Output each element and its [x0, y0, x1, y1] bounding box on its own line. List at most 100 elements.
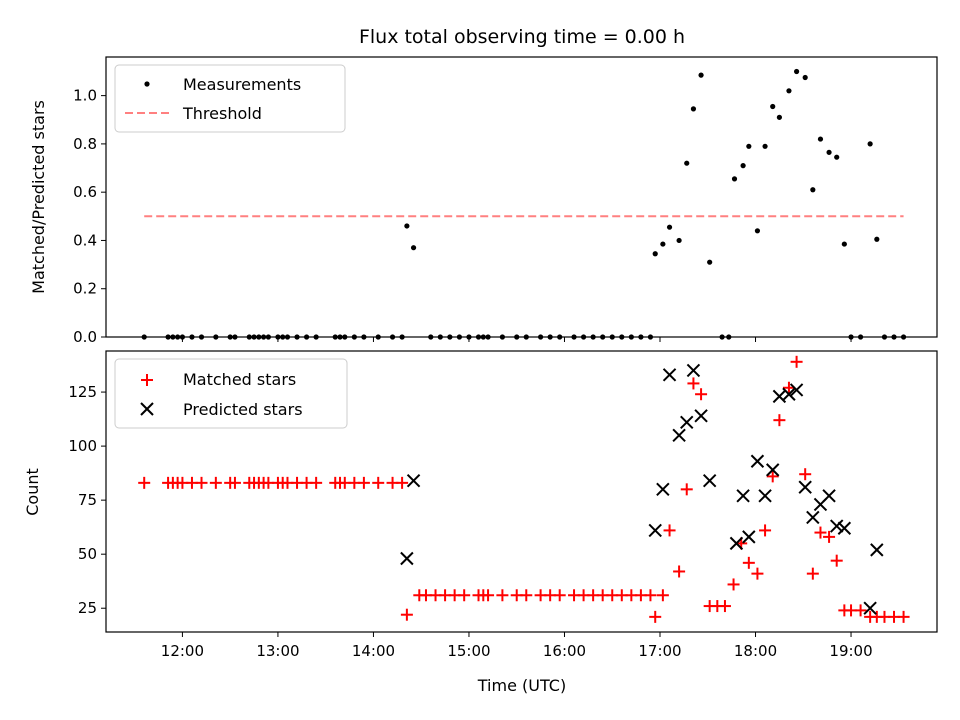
predicted-star-point: [758, 489, 772, 503]
predicted-star-point: [798, 480, 812, 494]
predicted-star-point: [789, 383, 804, 397]
matched-star-point: [209, 476, 222, 489]
top-y-tick-label: 0.8: [73, 135, 97, 153]
top-y-axis-label: Matched/Predicted stars: [29, 100, 48, 294]
predicted-stars-series: [400, 363, 884, 615]
matched-star-point: [687, 377, 700, 390]
top-panel: 0.0 0.2 0.4 0.6 0.8 1.0 Matched/Predicted sta…: [29, 56, 938, 346]
predicted-star-point: [837, 521, 852, 535]
bottom-x-ticks: 12:00 13:00 14:00 15:00 16:00 17:00 18:00 19:00: [161, 632, 873, 660]
matched-star-point: [400, 608, 413, 621]
bottom-y-axis-label: Count: [23, 468, 42, 516]
matched-star-point: [799, 468, 812, 481]
measurement-point: [841, 241, 847, 247]
measurement-point: [810, 187, 816, 193]
predicted-star-point: [656, 482, 670, 497]
bottom-y-ticks: 25 50 75 100 125: [68, 383, 106, 617]
matched-star-point: [228, 476, 241, 489]
predicted-star-point: [736, 489, 750, 503]
predicted-star-point: [766, 463, 780, 477]
measurement-point: [826, 149, 832, 155]
measurement-point: [676, 237, 682, 244]
measurement-point: [410, 245, 417, 251]
x-axis-label: Time (UTC): [477, 676, 566, 695]
matched-star-point: [766, 470, 779, 483]
x-tick-label: 16:00: [543, 642, 586, 660]
measurement-point: [740, 163, 746, 169]
matched-star-point: [814, 526, 827, 539]
legend-marker-predicted: [140, 402, 154, 416]
legend-label-threshold: Threshold: [182, 104, 262, 123]
x-tick-label: 14:00: [352, 642, 395, 660]
top-y-tick-label: 0.0: [73, 328, 97, 346]
predicted-star-point: [702, 473, 717, 488]
predicted-star-point: [829, 519, 844, 533]
predicted-star-point: [863, 601, 877, 615]
matched-star-point: [496, 589, 509, 602]
measurement-point: [746, 143, 752, 149]
predicted-star-point: [782, 387, 796, 401]
measurement-point: [404, 223, 410, 229]
measurement-point: [698, 72, 704, 78]
measurement-point: [770, 103, 776, 110]
matched-star-point: [759, 524, 772, 537]
predicted-star-point: [729, 536, 744, 551]
matched-star-point: [742, 556, 755, 569]
bottom-y-tick-label: 50: [78, 545, 97, 563]
matched-star-point: [195, 476, 208, 489]
matched-star-point: [310, 476, 323, 489]
measurement-point: [666, 224, 673, 230]
measurement-point: [762, 143, 768, 149]
measurement-point: [867, 141, 873, 147]
bottom-y-tick-label: 100: [68, 437, 97, 455]
top-y-ticks: 0.0 0.2 0.4 0.6 0.8 1.0: [73, 87, 106, 346]
bottom-y-tick-label: 75: [78, 491, 97, 509]
bottom-legend: Matched stars Predicted stars: [114, 358, 348, 429]
predicted-star-point: [694, 409, 708, 423]
x-tick-label: 18:00: [734, 642, 777, 660]
measurement-point: [652, 251, 658, 257]
matched-star-point: [482, 589, 495, 602]
matched-star-point: [649, 610, 662, 623]
x-tick-label: 19:00: [829, 642, 872, 660]
bottom-panel: 25 50 75 100 125 12:00 13:00 14:00 15:00 16:00 17…: [23, 350, 938, 695]
bottom-axes-frame: [105, 350, 938, 633]
measurement-point: [660, 241, 666, 247]
x-tick-label: 13:00: [256, 642, 299, 660]
bottom-y-tick-label: 125: [68, 383, 97, 401]
matched-star-point: [718, 600, 731, 613]
top-y-tick-label: 0.2: [73, 280, 97, 298]
matched-star-point: [644, 589, 657, 602]
matched-star-point: [806, 567, 819, 580]
matched-star-point: [673, 565, 686, 578]
measurement-point: [817, 136, 824, 142]
matched-star-point: [458, 589, 471, 602]
x-tick-label: 17:00: [638, 642, 681, 660]
matched-star-point: [138, 476, 151, 489]
legend-label-measurements: Measurements: [183, 75, 301, 94]
predicted-star-point: [672, 428, 686, 443]
top-y-tick-label: 1.0: [73, 87, 97, 105]
legend-label-predicted: Predicted stars: [183, 400, 303, 419]
predicted-star-point: [680, 415, 694, 430]
measurement-point: [874, 236, 880, 242]
predicted-star-point: [750, 454, 765, 468]
legend-marker-matched: [141, 374, 153, 386]
measurement-point: [690, 106, 697, 112]
top-y-tick-label: 0.4: [73, 231, 97, 249]
matched-star-point: [790, 355, 803, 368]
bottom-legend-frame: [114, 358, 348, 429]
bottom-y-tick-label: 25: [78, 599, 97, 617]
predicted-star-point: [806, 510, 820, 525]
matched-star-point: [372, 476, 385, 489]
measurement-point: [793, 68, 800, 75]
legend-label-matched: Matched stars: [183, 370, 296, 389]
matched-stars-series: [138, 355, 910, 623]
predicted-star-point: [406, 473, 421, 488]
matched-star-point: [553, 589, 566, 602]
chart-title: Flux total observing time = 0.00 h: [359, 26, 685, 48]
matched-star-point: [680, 483, 693, 496]
measurement-point: [684, 160, 690, 166]
matched-star-point: [854, 604, 867, 617]
